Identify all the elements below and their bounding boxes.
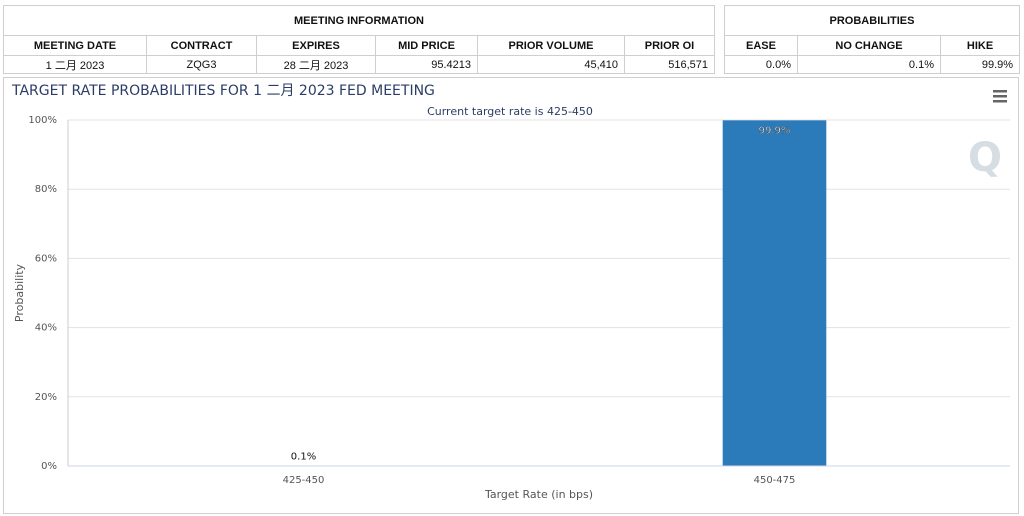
- column-header: CONTRACT: [146, 35, 257, 56]
- cell: 28 二月 2023: [256, 55, 376, 74]
- cell: 99.9%: [939, 55, 1021, 74]
- table-title: MEETING INFORMATION: [3, 5, 715, 36]
- cell: 1 二月 2023: [3, 55, 147, 74]
- probabilities-table: PROBABILITIES EASE NO CHANGE HIKE 0.0% 0…: [723, 5, 1021, 74]
- y-tick-label: 100%: [28, 115, 57, 126]
- cell: 95.4213: [375, 55, 478, 74]
- cell: 45,410: [477, 55, 625, 74]
- meeting-table: MEETING INFORMATION MEETING DATE CONTRAC…: [3, 5, 715, 74]
- x-tick-label: 450-475: [754, 475, 796, 486]
- y-tick-label: 80%: [35, 184, 57, 195]
- cell: 516,571: [624, 55, 715, 74]
- cell: 0.1%: [797, 55, 941, 74]
- menu-bar: [993, 90, 1007, 93]
- column-header: NO CHANGE: [797, 35, 941, 56]
- table-title: PROBABILITIES: [723, 5, 1021, 36]
- cell: ZQG3: [146, 55, 257, 74]
- y-tick-label: 60%: [35, 253, 57, 264]
- chart-subtitle: Current target rate is 425-450: [427, 105, 593, 118]
- y-tick-label: 20%: [35, 392, 57, 403]
- bar: [722, 120, 827, 466]
- y-tick-label: 40%: [35, 323, 57, 334]
- data-label: 0.1%: [291, 452, 316, 463]
- cell: 0.0%: [724, 55, 798, 74]
- column-header: EASE: [724, 35, 798, 56]
- column-header: PRIOR VOLUME: [477, 35, 625, 56]
- y-tick-label: 0%: [41, 461, 57, 472]
- y-axis-label: Probability: [13, 263, 26, 322]
- chart-panel: [3, 77, 1019, 514]
- menu-bar: [993, 95, 1007, 98]
- menu-bar: [993, 100, 1007, 103]
- column-header: MEETING DATE: [3, 35, 147, 56]
- column-header: EXPIRES: [256, 35, 376, 56]
- data-label: 99.9%: [759, 125, 791, 136]
- x-tick-label: 425-450: [283, 475, 325, 486]
- column-header: MID PRICE: [375, 35, 478, 56]
- chart-title: TARGET RATE PROBABILITIES FOR 1 二月 2023 …: [11, 83, 435, 99]
- column-header: PRIOR OI: [624, 35, 715, 56]
- menu-icon[interactable]: [993, 90, 1007, 103]
- x-axis-label: Target Rate (in bps): [484, 488, 593, 501]
- watermark: Q: [968, 135, 1002, 181]
- column-header: HIKE: [939, 35, 1021, 56]
